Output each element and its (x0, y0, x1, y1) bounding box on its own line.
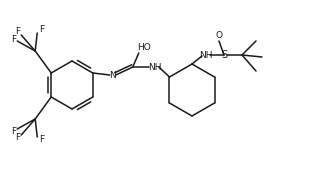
Text: S: S (221, 50, 227, 60)
Text: F: F (39, 26, 44, 34)
Text: HO: HO (137, 43, 151, 53)
Text: F: F (11, 34, 16, 43)
Text: NH: NH (148, 63, 162, 71)
Text: F: F (15, 134, 20, 142)
Text: N: N (109, 70, 116, 79)
Text: F: F (15, 28, 20, 37)
Text: F: F (11, 127, 16, 136)
Text: O: O (215, 30, 222, 40)
Text: NH: NH (199, 51, 213, 59)
Text: F: F (39, 136, 44, 144)
